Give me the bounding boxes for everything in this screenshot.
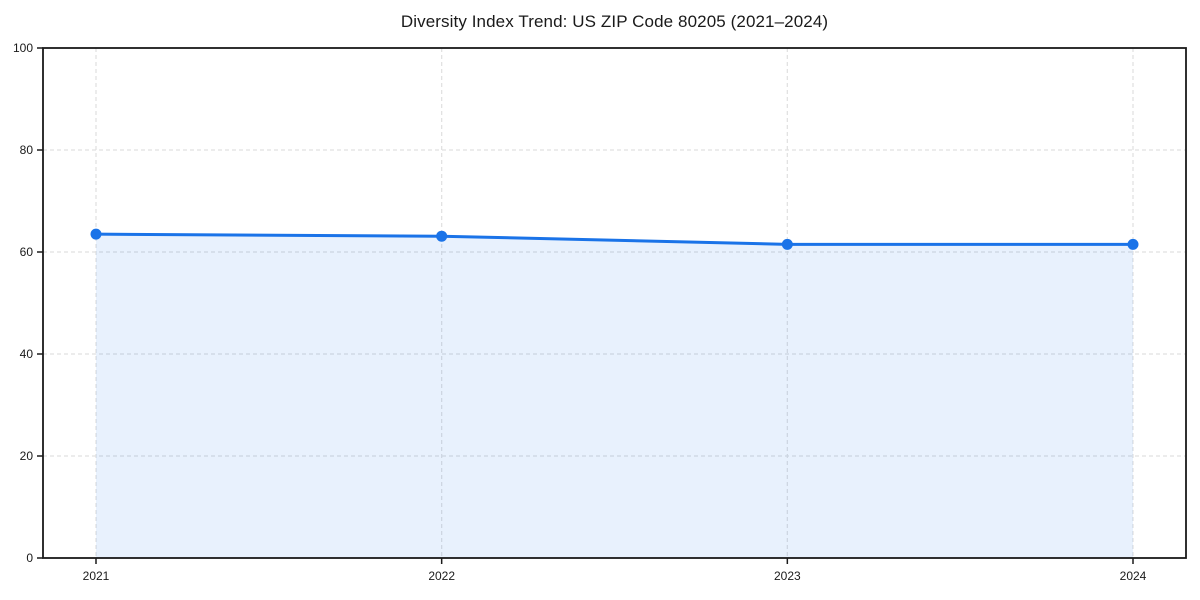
x-tick-label: 2021 xyxy=(83,569,110,583)
y-tick-label: 0 xyxy=(26,551,33,565)
plot-border xyxy=(42,47,1187,559)
x-tick-label: 2023 xyxy=(774,569,801,583)
area-fill xyxy=(96,234,1133,558)
data-point xyxy=(436,230,448,242)
y-tick-label: 20 xyxy=(20,449,34,463)
y-tick-label: 40 xyxy=(20,347,34,361)
data-point xyxy=(90,228,102,240)
y-tick-label: 100 xyxy=(13,41,33,55)
x-tick-label: 2024 xyxy=(1120,569,1147,583)
trend-line xyxy=(94,232,1135,246)
y-tick-label: 80 xyxy=(20,143,34,157)
x-tick-label: 2022 xyxy=(428,569,455,583)
data-point xyxy=(781,238,793,250)
y-tick-label: 60 xyxy=(20,245,34,259)
data-point xyxy=(1127,238,1139,250)
chart-title: Diversity Index Trend: US ZIP Code 80205… xyxy=(400,12,829,31)
